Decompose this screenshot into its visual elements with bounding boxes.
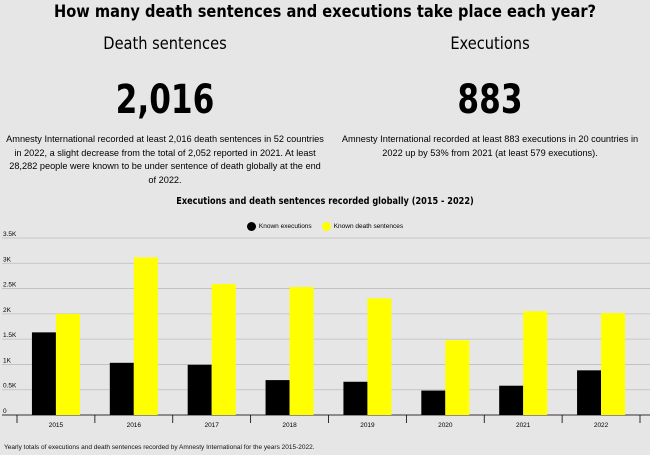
executions-panel: Executions 883 Amnesty International rec… bbox=[330, 34, 650, 160]
death-sentences-bar bbox=[289, 287, 314, 415]
y-tick-label: 3K bbox=[3, 256, 12, 263]
legend-sentences-swatch bbox=[321, 222, 331, 231]
executions-bar bbox=[187, 364, 212, 415]
executions-bar bbox=[31, 332, 56, 415]
death-sentences-figure: 2,016 bbox=[115, 77, 215, 123]
executions-bar bbox=[499, 385, 524, 415]
x-tick-label: 2016 bbox=[127, 422, 142, 429]
death-sentences-description: Amnesty International recorded at least … bbox=[6, 134, 324, 185]
death-sentences-bar bbox=[55, 313, 80, 415]
legend-item-executions[interactable]: Known executions bbox=[246, 222, 312, 231]
death-sentences-panel: Death sentences 2,016 Amnesty Internatio… bbox=[0, 34, 330, 187]
executions-bar bbox=[577, 370, 602, 415]
executions-bar bbox=[109, 362, 134, 415]
y-tick-label: 0.5K bbox=[3, 383, 17, 390]
x-tick-label: 2018 bbox=[282, 422, 297, 429]
legend-executions-swatch bbox=[246, 222, 256, 231]
x-tick-label: 2020 bbox=[438, 422, 453, 429]
executions-figure: 883 bbox=[457, 77, 523, 123]
x-tick-label: 2022 bbox=[594, 422, 609, 429]
death-sentences-heading: Death sentences bbox=[103, 34, 227, 54]
death-sentences-bar bbox=[445, 340, 470, 415]
legend-executions-label: Known executions bbox=[258, 223, 312, 230]
chart-title: Executions and death sentences recorded … bbox=[176, 196, 474, 207]
y-tick-label: 2.5K bbox=[3, 282, 17, 289]
death-sentences-bar bbox=[211, 283, 236, 415]
executions-bar bbox=[421, 390, 446, 415]
x-tick-label: 2017 bbox=[204, 422, 219, 429]
page-title: How many death sentences and executions … bbox=[53, 2, 597, 22]
x-tick-label: 2015 bbox=[49, 422, 64, 429]
death-sentences-bar bbox=[601, 313, 626, 415]
chart-caption: Yearly totals of executions and death se… bbox=[4, 444, 315, 451]
death-sentences-bar bbox=[367, 298, 392, 415]
executions-heading: Executions bbox=[450, 34, 530, 54]
x-tick-label: 2021 bbox=[516, 422, 531, 429]
y-tick-label: 0 bbox=[3, 408, 7, 415]
y-tick-label: 1.5K bbox=[3, 332, 17, 339]
legend-sentences-label: Known death sentences bbox=[333, 223, 404, 230]
executions-description: Amnesty International recorded at least … bbox=[341, 134, 639, 158]
x-tick-label: 2019 bbox=[360, 422, 375, 429]
death-sentences-bar bbox=[133, 257, 158, 415]
death-sentences-bar bbox=[523, 311, 548, 415]
executions-bar bbox=[343, 381, 368, 415]
chart-legend: Known executions Known death sentences bbox=[0, 222, 650, 231]
y-tick-label: 1K bbox=[3, 357, 12, 364]
legend-item-sentences[interactable]: Known death sentences bbox=[321, 222, 404, 231]
executions-bar bbox=[265, 380, 290, 415]
y-tick-label: 3.5K bbox=[3, 231, 17, 238]
y-tick-label: 2K bbox=[3, 307, 12, 314]
bar-chart: 0 0.5K 1K 1.5K 2K 2.5K 3K 3.5K 2015 2016 2017 2018 2… bbox=[2, 231, 650, 429]
